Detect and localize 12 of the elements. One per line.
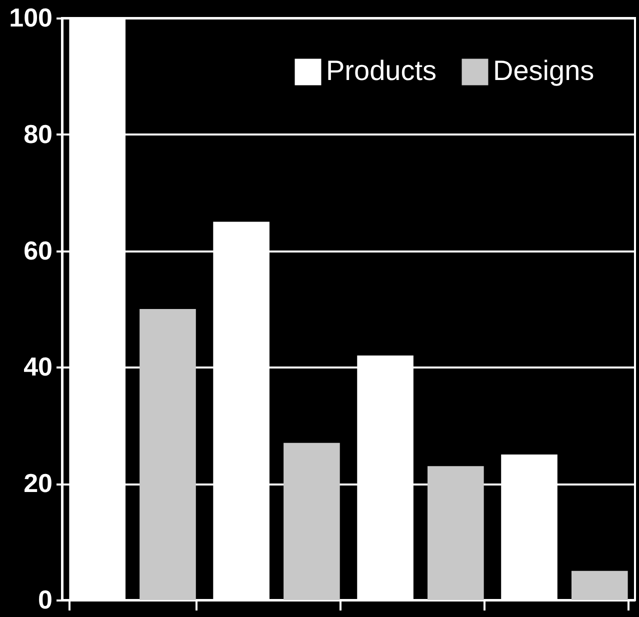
y-tick-label: 80 [24, 118, 52, 149]
bar [140, 309, 196, 600]
y-tick-label: 60 [24, 235, 52, 266]
y-tick-label: 40 [24, 352, 52, 382]
legend-label: Products [326, 55, 436, 86]
legend-label: Designs [493, 55, 594, 86]
y-tick-label: 0 [38, 584, 52, 614]
bar [571, 570, 628, 600]
y-tick-label: 100 [9, 2, 52, 32]
bar [284, 442, 340, 600]
y-tick-label: 20 [24, 468, 52, 498]
bar [428, 466, 484, 600]
